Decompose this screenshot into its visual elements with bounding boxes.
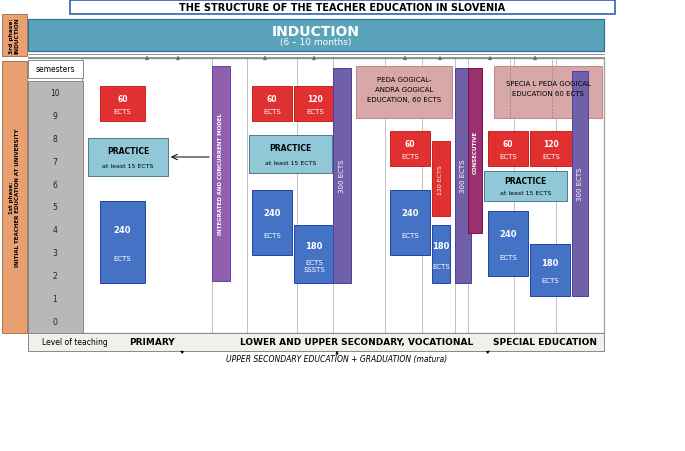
Bar: [28, 82, 83, 333]
Text: 8: 8: [53, 134, 58, 143]
Bar: [455, 69, 471, 283]
Text: 240: 240: [499, 230, 516, 239]
Bar: [252, 87, 292, 122]
Text: at least 15 ECTS: at least 15 ECTS: [500, 191, 551, 196]
Text: ECTS: ECTS: [401, 233, 419, 239]
Text: ECTS: ECTS: [114, 256, 132, 262]
Text: (6 – 10 months): (6 – 10 months): [280, 38, 351, 47]
Text: PEDA GOGICAL-: PEDA GOGICAL-: [377, 77, 432, 83]
Text: 10: 10: [50, 89, 60, 98]
Text: 3rd phase:
INDUCTION: 3rd phase: INDUCTION: [9, 18, 20, 54]
Text: THE STRUCTURE OF THE TEACHER EDUCATION IN SLOVENIA: THE STRUCTURE OF THE TEACHER EDUCATION I…: [179, 3, 505, 13]
Text: ECTS
SSSTS: ECTS SSSTS: [303, 259, 325, 272]
Bar: [356, 67, 452, 119]
Text: 3: 3: [53, 249, 58, 258]
Bar: [484, 172, 567, 202]
Bar: [333, 69, 351, 283]
Text: 1st phase:
INITIAL TEACHER EDUCATION AT UNIVERSITY: 1st phase: INITIAL TEACHER EDUCATION AT …: [9, 129, 20, 267]
Bar: [88, 139, 168, 177]
Bar: [28, 333, 604, 351]
Text: 120: 120: [307, 95, 323, 104]
Text: EDUCATION 60 ECTS: EDUCATION 60 ECTS: [512, 91, 584, 97]
Text: ECTS: ECTS: [401, 154, 419, 160]
Bar: [294, 87, 336, 122]
Bar: [2, 62, 27, 333]
Text: ECTS: ECTS: [114, 109, 132, 115]
Bar: [390, 132, 430, 166]
Text: 5: 5: [53, 203, 58, 212]
Text: ECTS: ECTS: [432, 263, 450, 269]
Text: 60: 60: [266, 95, 277, 104]
Text: 120 ECTS: 120 ECTS: [438, 165, 443, 194]
Text: PRACTICE: PRACTICE: [269, 144, 312, 153]
Text: 2: 2: [53, 272, 58, 281]
Text: 6: 6: [53, 180, 58, 189]
Text: Level of teaching: Level of teaching: [42, 338, 108, 347]
Text: at least 15 ECTS: at least 15 ECTS: [265, 161, 316, 166]
Bar: [494, 67, 602, 119]
Text: PRACTICE: PRACTICE: [107, 147, 149, 156]
Bar: [100, 202, 145, 283]
Text: ECTS: ECTS: [542, 154, 560, 160]
Bar: [28, 20, 604, 52]
Text: EDUCATION, 60 ECTS: EDUCATION, 60 ECTS: [367, 97, 441, 103]
Text: semesters: semesters: [35, 65, 75, 74]
Text: CONSECUTIVE: CONSECUTIVE: [473, 130, 477, 173]
Bar: [390, 191, 430, 255]
Bar: [2, 15, 27, 57]
Text: 240: 240: [263, 209, 281, 218]
Bar: [530, 132, 572, 166]
Bar: [82, 59, 604, 333]
Bar: [572, 72, 588, 296]
Text: 180: 180: [432, 241, 449, 250]
Text: LOWER AND UPPER SECONDARY, VOCATIONAL: LOWER AND UPPER SECONDARY, VOCATIONAL: [240, 338, 473, 347]
Text: 240: 240: [114, 226, 132, 235]
Bar: [28, 61, 83, 79]
Bar: [468, 69, 482, 234]
Text: PRACTICE: PRACTICE: [504, 177, 547, 186]
Bar: [432, 142, 450, 216]
Text: 0: 0: [53, 318, 58, 327]
Text: ANDRA GOGICAL: ANDRA GOGICAL: [375, 87, 433, 93]
Text: 7: 7: [53, 157, 58, 166]
Bar: [294, 226, 334, 283]
Text: ECTS: ECTS: [499, 254, 517, 260]
Text: 60: 60: [405, 139, 415, 148]
Text: ECTS: ECTS: [263, 109, 281, 115]
Text: ECTS: ECTS: [263, 233, 281, 239]
Bar: [488, 212, 528, 276]
Text: 60: 60: [117, 95, 127, 104]
Bar: [212, 67, 230, 281]
Text: 180: 180: [306, 241, 323, 250]
Text: ECTS: ECTS: [306, 109, 324, 115]
Text: 4: 4: [53, 226, 58, 235]
Bar: [252, 191, 292, 255]
Text: 180: 180: [541, 258, 559, 267]
Text: SPECIAL EDUCATION: SPECIAL EDUCATION: [493, 338, 597, 347]
Text: 300 ECTS: 300 ECTS: [460, 159, 466, 193]
Bar: [249, 136, 332, 174]
Text: 300 ECTS: 300 ECTS: [577, 167, 583, 201]
Text: 1: 1: [53, 295, 58, 304]
Bar: [488, 132, 528, 166]
Text: ECTS: ECTS: [499, 154, 517, 160]
Text: 9: 9: [53, 111, 58, 120]
Text: SPECIA L PEDA GOGICAL: SPECIA L PEDA GOGICAL: [506, 81, 590, 87]
Text: UPPER SECONDARY EDUCATION + GRADUATION (matura): UPPER SECONDARY EDUCATION + GRADUATION (…: [227, 355, 447, 364]
Text: 60: 60: [503, 139, 513, 148]
Text: INTEGRATED AND CONCURRENT MODEL: INTEGRATED AND CONCURRENT MODEL: [219, 113, 223, 235]
Bar: [100, 87, 145, 122]
Text: 300 ECTS: 300 ECTS: [339, 159, 345, 193]
Bar: [70, 1, 615, 15]
Text: 240: 240: [401, 209, 419, 218]
Bar: [530, 244, 570, 296]
Text: at least 15 ECTS: at least 15 ECTS: [102, 164, 153, 169]
Text: INDUCTION: INDUCTION: [272, 25, 360, 39]
Text: ECTS: ECTS: [541, 278, 559, 284]
Text: PRIMARY: PRIMARY: [129, 338, 175, 347]
Bar: [432, 226, 450, 283]
Text: 120: 120: [543, 139, 559, 148]
